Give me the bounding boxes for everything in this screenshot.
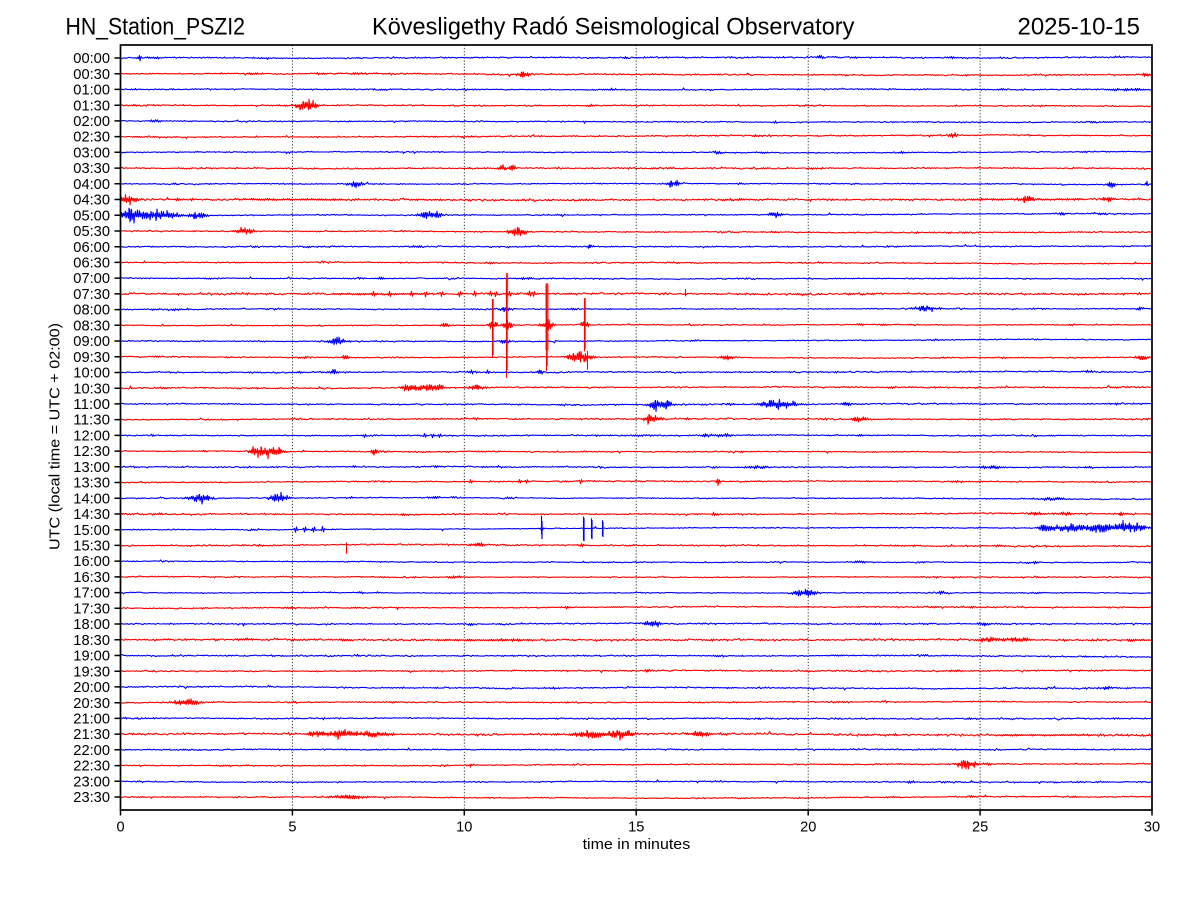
svg-text:07:30: 07:30 bbox=[73, 287, 110, 303]
svg-text:08:30: 08:30 bbox=[73, 318, 110, 334]
svg-text:22:00: 22:00 bbox=[73, 743, 110, 759]
svg-text:20:30: 20:30 bbox=[73, 696, 110, 712]
svg-text:11:00: 11:00 bbox=[73, 397, 110, 413]
svg-text:13:00: 13:00 bbox=[73, 460, 110, 476]
svg-text:12:00: 12:00 bbox=[73, 429, 110, 445]
svg-text:15:30: 15:30 bbox=[73, 539, 110, 555]
svg-text:23:30: 23:30 bbox=[73, 790, 110, 806]
svg-text:19:30: 19:30 bbox=[73, 664, 110, 680]
svg-text:21:30: 21:30 bbox=[73, 727, 110, 743]
svg-text:07:00: 07:00 bbox=[73, 271, 110, 287]
svg-text:09:30: 09:30 bbox=[73, 350, 110, 366]
svg-text:04:30: 04:30 bbox=[73, 193, 110, 209]
svg-text:30: 30 bbox=[1144, 820, 1160, 836]
svg-text:21:00: 21:00 bbox=[73, 712, 110, 728]
svg-text:14:30: 14:30 bbox=[73, 507, 110, 523]
svg-text:00:00: 00:00 bbox=[73, 51, 110, 67]
svg-text:02:30: 02:30 bbox=[73, 130, 110, 146]
svg-text:HN_Station_PSZI2: HN_Station_PSZI2 bbox=[66, 14, 246, 41]
svg-text:14:00: 14:00 bbox=[73, 491, 110, 507]
svg-text:UTC (local time = UTC + 02:00): UTC (local time = UTC + 02:00) bbox=[48, 323, 64, 550]
svg-text:20:00: 20:00 bbox=[73, 680, 110, 696]
svg-text:00:30: 00:30 bbox=[73, 67, 110, 83]
svg-text:17:30: 17:30 bbox=[73, 601, 110, 617]
svg-text:04:00: 04:00 bbox=[73, 177, 110, 193]
svg-text:18:30: 18:30 bbox=[73, 633, 110, 649]
svg-text:08:00: 08:00 bbox=[73, 303, 110, 319]
svg-text:0: 0 bbox=[116, 820, 124, 836]
svg-text:11:30: 11:30 bbox=[73, 413, 110, 429]
svg-text:16:30: 16:30 bbox=[73, 570, 110, 586]
svg-text:25: 25 bbox=[972, 820, 988, 836]
svg-text:16:00: 16:00 bbox=[73, 554, 110, 570]
svg-text:03:00: 03:00 bbox=[73, 145, 110, 161]
svg-text:15: 15 bbox=[628, 820, 644, 836]
svg-text:22:30: 22:30 bbox=[73, 759, 110, 775]
svg-text:01:00: 01:00 bbox=[73, 83, 110, 99]
svg-text:10: 10 bbox=[456, 820, 472, 836]
svg-text:09:00: 09:00 bbox=[73, 334, 110, 350]
svg-text:05:30: 05:30 bbox=[73, 224, 110, 240]
svg-text:2025-10-15: 2025-10-15 bbox=[1018, 14, 1141, 41]
svg-text:10:30: 10:30 bbox=[73, 381, 110, 397]
svg-text:01:30: 01:30 bbox=[73, 98, 110, 114]
svg-text:06:30: 06:30 bbox=[73, 256, 110, 272]
svg-text:23:00: 23:00 bbox=[73, 774, 110, 790]
svg-text:20: 20 bbox=[800, 820, 816, 836]
svg-text:18:00: 18:00 bbox=[73, 617, 110, 633]
svg-text:10:00: 10:00 bbox=[73, 366, 110, 382]
svg-text:Kövesligethy Radó Seismologica: Kövesligethy Radó Seismological Observat… bbox=[372, 14, 855, 41]
svg-text:05:00: 05:00 bbox=[73, 208, 110, 224]
svg-text:15:00: 15:00 bbox=[73, 523, 110, 539]
svg-text:5: 5 bbox=[288, 820, 296, 836]
svg-text:03:30: 03:30 bbox=[73, 161, 110, 177]
svg-text:02:00: 02:00 bbox=[73, 114, 110, 130]
svg-text:12:30: 12:30 bbox=[73, 444, 110, 460]
svg-text:19:00: 19:00 bbox=[73, 649, 110, 665]
svg-text:13:30: 13:30 bbox=[73, 476, 110, 492]
svg-text:time in minutes: time in minutes bbox=[583, 837, 691, 853]
svg-text:06:00: 06:00 bbox=[73, 240, 110, 256]
svg-text:17:00: 17:00 bbox=[73, 586, 110, 602]
